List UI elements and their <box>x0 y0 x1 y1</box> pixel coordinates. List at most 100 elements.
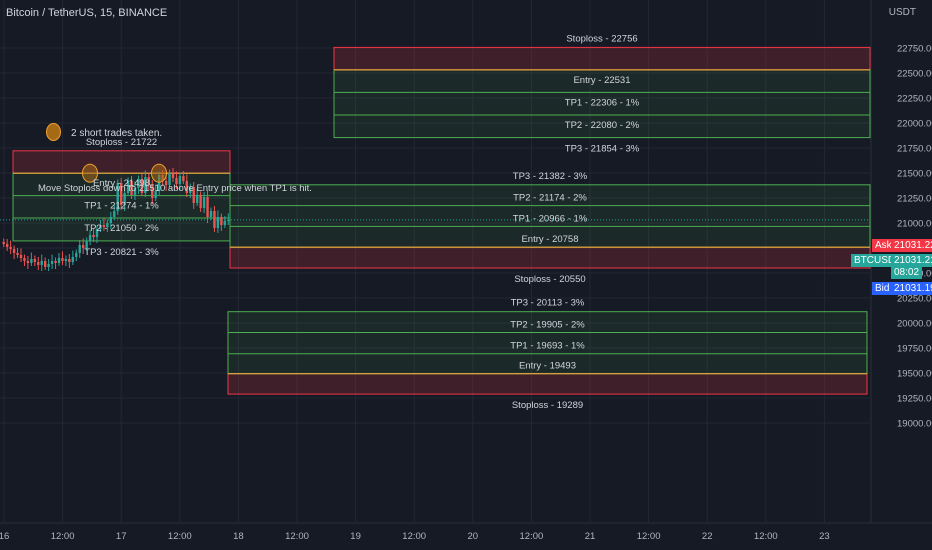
candle-body <box>30 259 33 263</box>
candle-body <box>47 264 50 267</box>
level-label: TP1 - 22306 - 1% <box>565 97 640 108</box>
candle-body <box>88 235 92 241</box>
y-tick-label: 19250.00 <box>897 394 932 405</box>
candle-body <box>168 173 171 185</box>
x-tick-label: 21 <box>585 531 596 542</box>
ask-price: 21031.22 <box>891 239 932 252</box>
y-tick-label: 19750.00 <box>897 344 932 355</box>
candle-body <box>16 253 19 255</box>
level-labels: Stoploss - 21722 Entry - 21498 TP1 - 21274… <box>38 33 640 411</box>
x-tick-label: 12:00 <box>637 531 661 542</box>
candle-body <box>9 247 12 249</box>
candle-body <box>23 258 26 261</box>
y-tick-label: 21750.00 <box>897 144 932 155</box>
candle-body <box>216 217 220 228</box>
candle-body <box>123 193 126 205</box>
level-label: TP2 - 19905 - 2% <box>510 320 585 331</box>
candle-body <box>130 181 133 195</box>
level-label: TP2 - 21050 - 2% <box>84 223 159 234</box>
candle-body <box>154 191 157 198</box>
y-tick-label: 19000.00 <box>897 419 932 430</box>
candles <box>2 168 230 271</box>
y-tick-label: 21250.00 <box>897 194 932 205</box>
candle-body <box>137 179 140 188</box>
candle-body <box>164 181 168 185</box>
x-tick-label: 12:00 <box>51 531 75 542</box>
candle-body <box>227 219 230 221</box>
candle-body <box>151 185 154 198</box>
candle-body <box>185 181 189 193</box>
x-tick-label: 20 <box>468 531 479 542</box>
level-label: Stoploss - 19289 <box>512 400 583 411</box>
candle-body <box>113 211 116 217</box>
bid-label: Bid <box>872 282 893 295</box>
candle-body <box>102 225 106 227</box>
candle-body <box>192 187 195 203</box>
candle-body <box>57 258 61 263</box>
candle-body <box>2 242 5 244</box>
candle-body <box>85 241 88 248</box>
x-tick-label: 12:00 <box>754 531 778 542</box>
y-tick-label: 22750.00 <box>897 44 932 55</box>
stoploss-note: Move Stoploss down to 21510 above Entry … <box>38 183 312 194</box>
candle-body <box>95 229 99 237</box>
candle-body <box>171 173 175 178</box>
candle-body <box>178 176 182 184</box>
stop-zone <box>229 246 871 269</box>
candle-body <box>213 211 216 228</box>
level-label: Entry - 21498 <box>93 178 150 189</box>
trade-zones <box>0 46 871 395</box>
level-label: Stoploss - 22756 <box>566 33 637 44</box>
symbol-tag: BTCUSDT <box>851 254 905 267</box>
x-tick-label: 23 <box>819 531 830 542</box>
y-tick-label: 22250.00 <box>897 94 932 105</box>
y-tick-label: 20000.00 <box>897 319 932 330</box>
stop-zone <box>333 46 871 71</box>
note-text: 2 short trades taken. <box>71 128 163 139</box>
level-label: TP2 - 21174 - 2% <box>513 193 587 204</box>
level-label: TP3 - 21382 - 3% <box>513 171 588 182</box>
candle-body <box>19 255 23 258</box>
x-tick-label: 22 <box>702 531 713 542</box>
candle-body <box>99 225 102 229</box>
x-tick-label: 19 <box>350 531 361 542</box>
y-tick-label: 22500.00 <box>897 69 932 80</box>
level-label: TP3 - 20821 - 3% <box>84 247 159 258</box>
candle-body <box>71 257 75 262</box>
candle-body <box>75 253 78 257</box>
x-tick-label: 12:00 <box>520 531 544 542</box>
level-label: Entry - 19493 <box>519 361 576 372</box>
candle-body <box>202 197 206 208</box>
candle-body <box>5 244 9 247</box>
candle-body <box>81 245 85 248</box>
candle-body <box>119 183 123 205</box>
candle-body <box>33 259 37 262</box>
level-label: TP1 - 21274 - 1% <box>84 201 159 212</box>
candle-body <box>78 245 81 253</box>
candle-body <box>182 176 185 181</box>
target-zone <box>229 184 871 248</box>
candle-body <box>106 223 109 227</box>
y-tick-label: 19500.00 <box>897 369 932 380</box>
candle-body <box>26 261 30 263</box>
stop-zone <box>227 373 868 395</box>
candle-body <box>140 179 144 193</box>
candle-body <box>209 211 213 217</box>
x-tick-label: 16 <box>0 531 9 542</box>
symbol-title[interactable]: Bitcoin / TetherUS, 15, BINANCE <box>6 7 168 19</box>
x-tick-label: 12:00 <box>285 531 309 542</box>
candle-body <box>92 235 95 237</box>
candle-body <box>206 197 209 217</box>
candle-body <box>220 217 223 225</box>
candle-body <box>50 261 54 264</box>
candle-body <box>116 183 119 211</box>
candle-body <box>109 217 113 223</box>
y-tick-label: 22000.00 <box>897 119 932 130</box>
last-price: 21031.21 <box>891 254 932 267</box>
level-label: Stoploss - 21722 <box>86 137 157 148</box>
target-zone <box>227 311 868 375</box>
x-tick-label: 12:00 <box>168 531 192 542</box>
countdown: 08:02 <box>891 266 923 279</box>
candle-body <box>133 188 137 195</box>
